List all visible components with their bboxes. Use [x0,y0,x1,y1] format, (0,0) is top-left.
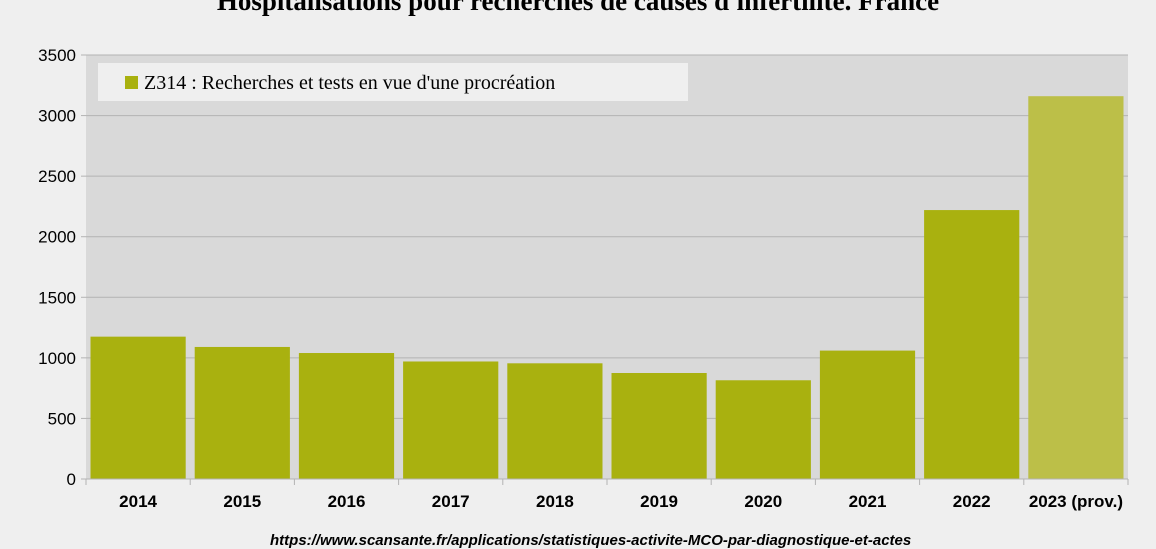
bar-2016 [298,353,395,479]
x-tick-label: 2016 [328,492,366,511]
legend-box [98,63,688,101]
x-tick-label: 2015 [223,492,261,511]
legend-label: Z314 : Recherches et tests en vue d'une … [144,72,555,94]
x-tick-label: 2023 (prov.) [1029,492,1123,511]
x-tick-label: 2014 [119,492,157,511]
bar-2023 [1028,96,1124,479]
x-tick-label: 2017 [432,492,470,511]
legend-swatch [125,76,138,89]
bar-2018 [507,363,603,479]
bar-2019 [611,373,707,479]
bar-2022 [924,210,1020,479]
y-tick-label: 500 [48,409,76,428]
x-tick-label: 2021 [849,492,887,511]
y-tick-label: 2000 [38,228,76,247]
x-tick-label: 2018 [536,492,574,511]
bar-2021 [819,350,916,479]
bar-2014 [90,336,186,479]
bar-2020 [715,380,811,479]
axes: 0 500 1000 1500 2000 2500 3000 3500 2014 2015 2016… [38,46,1129,511]
bars [90,96,1124,479]
y-tick-label: 1500 [38,288,76,307]
legend: Z314 : Recherches et tests en vue d'une … [98,63,688,101]
y-tick-label: 1000 [38,349,76,368]
x-tick-label: 2020 [744,492,782,511]
x-tick-label: 2019 [640,492,678,511]
y-tick-label: 3500 [38,46,76,65]
chart-title: Hospitalisations pour recherches de caus… [216,0,940,16]
y-tick-label: 0 [67,470,76,489]
y-tick-label: 2500 [38,167,76,186]
bar-2017 [403,361,499,479]
bar-2015 [194,346,290,479]
y-tick-label: 3000 [38,107,76,126]
x-tick-label: 2022 [953,492,991,511]
source-note: https://www.scansante.fr/applications/st… [270,532,912,549]
